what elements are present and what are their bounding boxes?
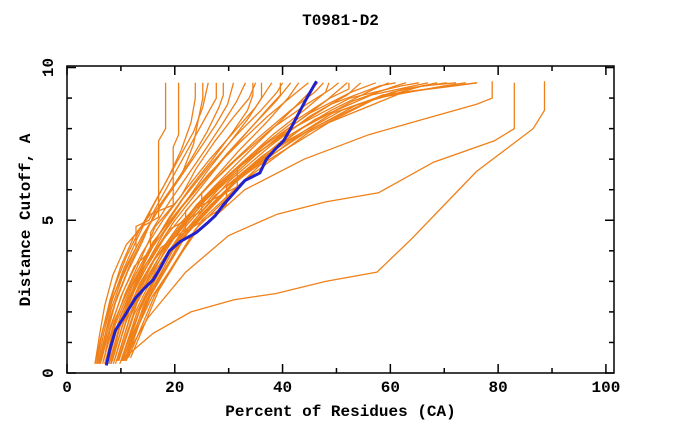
model-curve: [99, 82, 204, 364]
x-tick-label: 20: [165, 379, 184, 397]
x-tick-label: 40: [273, 379, 292, 397]
chart-title: T0981-D2: [302, 12, 379, 30]
y-tick-label: 0: [40, 368, 58, 378]
highlighted-model-curve: [104, 80, 318, 366]
model-curve: [118, 82, 348, 362]
model-curve: [97, 82, 196, 364]
model-curve: [106, 82, 340, 364]
model-curve: [104, 82, 292, 364]
model-curve: [123, 82, 515, 362]
model-curve: [98, 82, 217, 364]
x-tick-label: 0: [62, 379, 72, 397]
model-curve: [101, 82, 309, 364]
plot-frame: [66, 65, 615, 374]
model-curve: [120, 81, 546, 362]
model-curve: [121, 81, 493, 362]
x-axis-label: Percent of Residues (CA): [225, 403, 456, 421]
model-curve: [95, 82, 209, 364]
model-curve: [112, 82, 377, 364]
model-curve: [130, 82, 477, 358]
model-curve: [120, 82, 429, 362]
model-curve: [122, 82, 389, 362]
model-curve: [117, 82, 420, 362]
x-tick-label: 100: [592, 379, 621, 397]
x-tick-label: 80: [489, 379, 508, 397]
x-tick-label: 60: [381, 379, 400, 397]
y-tick-label: 5: [40, 215, 58, 225]
model-curve: [99, 82, 273, 364]
model-curve: [125, 82, 438, 362]
model-curve: [107, 82, 254, 361]
y-tick-label: 10: [40, 58, 58, 77]
